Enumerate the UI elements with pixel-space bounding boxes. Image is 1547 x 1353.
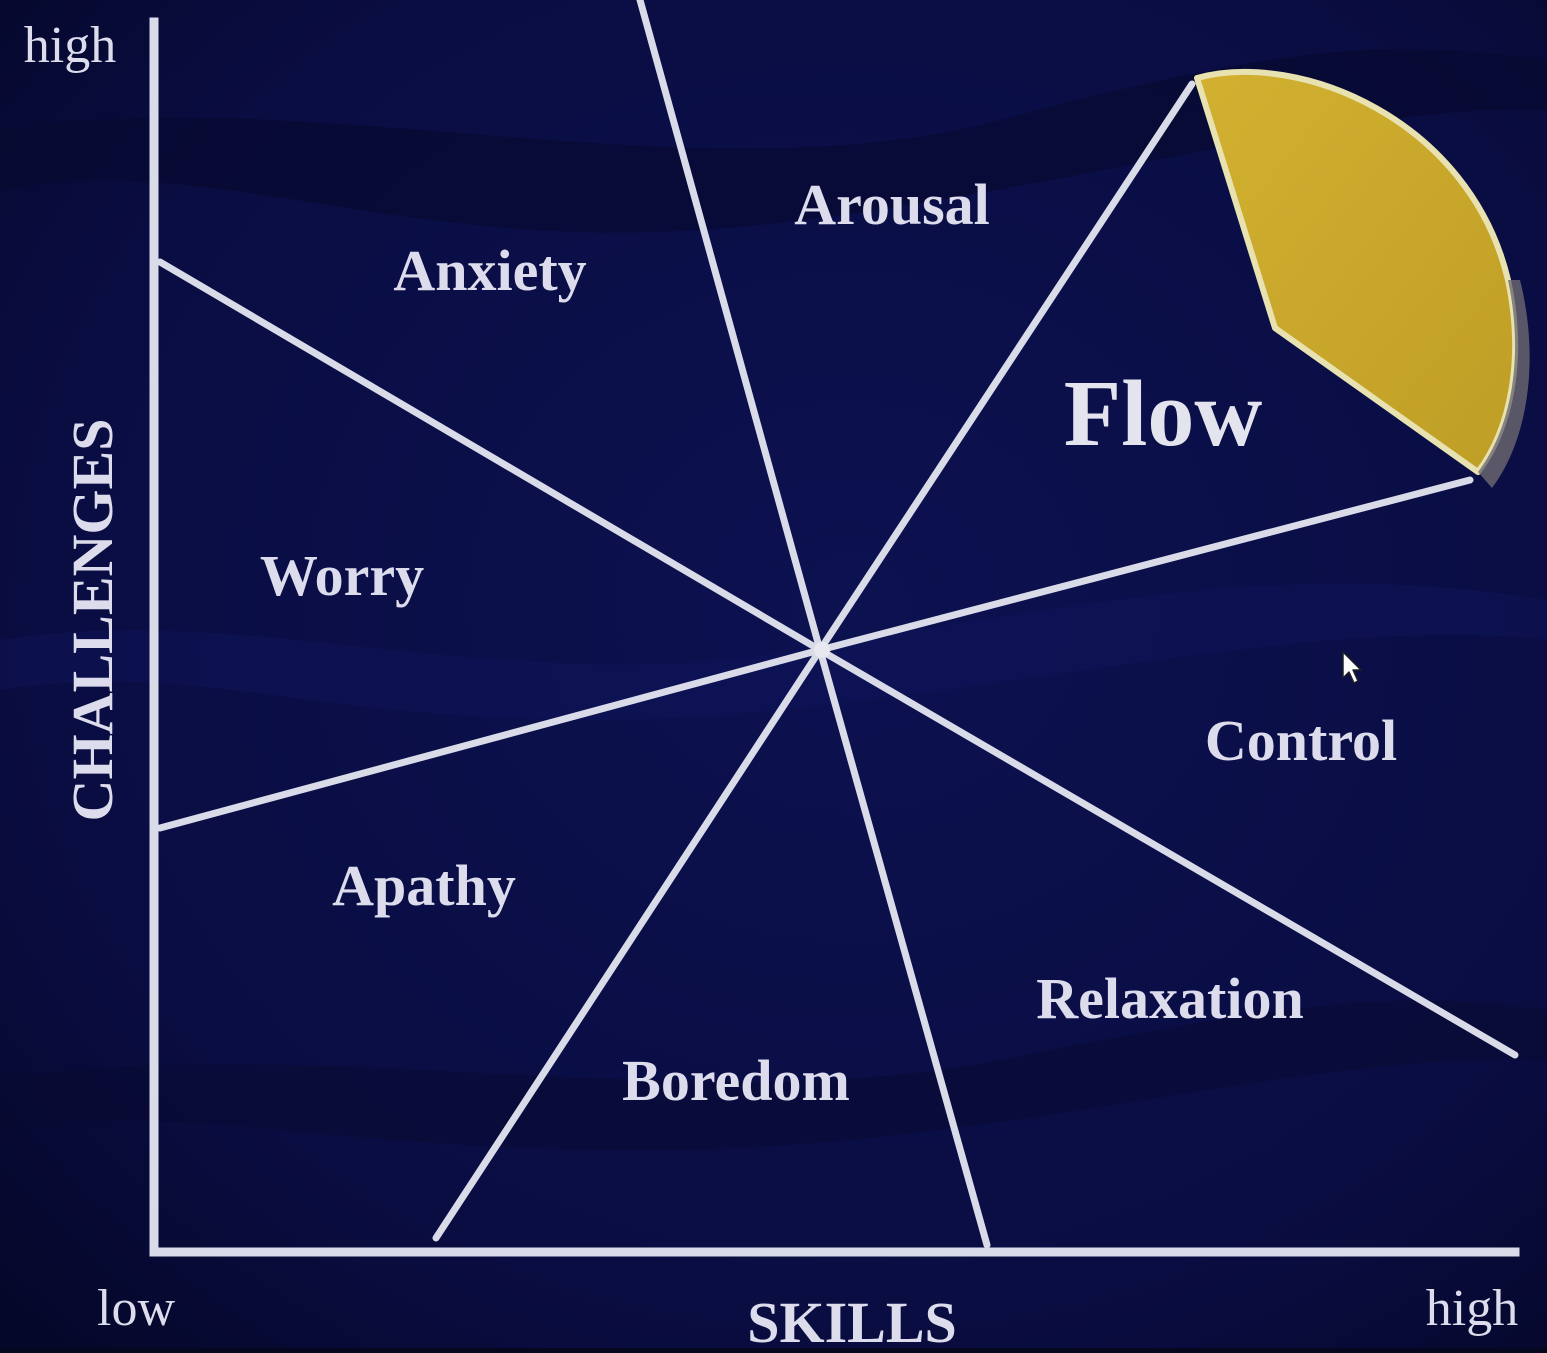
division-line-anxiety-arousal	[636, 0, 824, 654]
region-label-anxiety: Anxiety	[393, 238, 586, 303]
background-wave	[0, 583, 1547, 720]
flow-highlight-wedge	[1194, 68, 1519, 475]
flow-wedge-shadow	[1478, 280, 1530, 488]
x-axis-low-label: low	[97, 1280, 175, 1337]
division-line-flow-control	[816, 476, 1474, 654]
center-point	[814, 642, 830, 658]
y-axis-title: CHALLENGES	[60, 419, 125, 822]
division-line-anxiety-worry	[156, 258, 824, 654]
x-axis-high-label: high	[1426, 1280, 1518, 1337]
division-line-apathy-boredom	[432, 646, 824, 1242]
region-label-flow: Flow	[1064, 362, 1263, 466]
region-label-control: Control	[1205, 708, 1397, 773]
background-wave	[0, 1000, 1547, 1150]
region-label-arousal: Arousal	[794, 172, 990, 237]
mouse-pointer-icon	[1342, 651, 1362, 684]
region-label-worry: Worry	[260, 543, 424, 608]
region-label-apathy: Apathy	[332, 853, 516, 918]
division-line-arousal-flow	[816, 80, 1196, 654]
division-lines	[156, 0, 1519, 1249]
region-label-relaxation: Relaxation	[1036, 966, 1303, 1031]
division-line-worry-apathy	[156, 646, 824, 832]
y-axis-high-label: high	[24, 17, 116, 74]
division-line-control-relaxation	[816, 646, 1519, 1059]
axes	[149, 17, 1520, 1257]
x-axis-title: SKILLS	[747, 1290, 957, 1348]
region-label-boredom: Boredom	[622, 1048, 850, 1113]
division-line-boredom-relaxation	[816, 646, 991, 1249]
background-wave	[0, 48, 1547, 233]
